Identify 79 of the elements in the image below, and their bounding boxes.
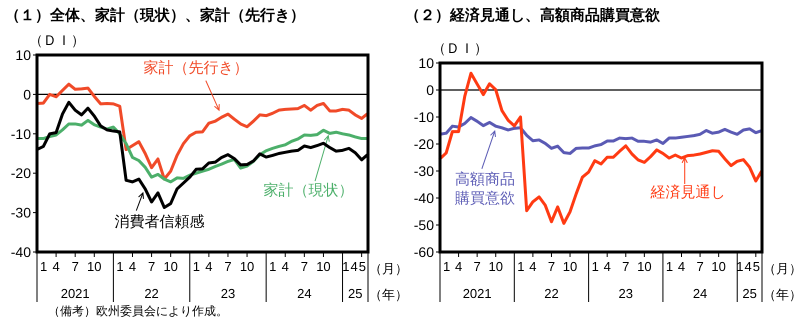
x-tick-label: 1 <box>443 259 450 274</box>
x-tick-label: 7 <box>696 259 704 274</box>
x-tick-label: 10 <box>163 259 178 274</box>
x2-tick-label: 23 <box>618 286 634 301</box>
x-tick-label: 4 <box>678 259 686 274</box>
x-tick-label: 1 <box>192 259 200 274</box>
x2-tick-label: 25 <box>742 286 757 301</box>
y-tick-label: 10 <box>15 47 32 63</box>
x-tick-label: 10 <box>87 259 102 274</box>
x-tick-label: 1 <box>736 259 744 274</box>
x-tick-label: 4 <box>128 259 136 274</box>
x-tick-label: 4 <box>282 259 289 274</box>
x-tick-label: 7 <box>224 259 232 274</box>
y-tick-label: -20 <box>10 165 32 182</box>
y-tick-label: -10 <box>414 109 434 125</box>
x-tick-label: 4 <box>454 259 462 274</box>
y-tick-label: 0 <box>23 86 32 102</box>
x-tick-label: 1 <box>269 259 276 274</box>
x2-tick-label: 2021 <box>60 286 90 301</box>
line-series <box>36 82 370 181</box>
y-tick-label: -40 <box>414 190 434 206</box>
y-tick-label: -30 <box>414 163 434 179</box>
series-label: 家計（現状） <box>263 182 354 199</box>
x-tick-label: 7 <box>148 259 156 274</box>
x-tick-label: 4 <box>604 259 611 274</box>
line-series <box>438 72 764 225</box>
x2-tick-label: 24 <box>692 286 708 301</box>
x2-axis-title: （年） <box>369 287 408 302</box>
x-tick-label: 4 <box>350 259 358 274</box>
x-tick-label: 4 <box>744 259 752 274</box>
x2-tick-label: 25 <box>348 286 363 301</box>
legend-label: 経済見通し <box>649 184 726 202</box>
y-tick-label: -10 <box>10 126 32 142</box>
x-tick-label: 4 <box>205 259 212 274</box>
x-tick-label: 7 <box>622 259 630 274</box>
x2-tick-label: 22 <box>544 286 559 301</box>
x-tick-label: 1 <box>592 259 599 274</box>
x-tick-label: 5 <box>358 259 366 274</box>
x-tick-label: 10 <box>488 259 503 274</box>
x2-axis-title: （年） <box>763 287 802 302</box>
text: 高額商品購買意欲 <box>455 170 516 207</box>
x-axis-title: （月） <box>763 261 802 276</box>
text: （備考）欧州委員会により作成。 <box>48 304 228 318</box>
x-tick-label: 10 <box>711 259 726 274</box>
y-tick-label: -50 <box>414 217 434 233</box>
y-tick-label: -20 <box>414 136 434 152</box>
y-tick-label: 0 <box>426 82 434 98</box>
chart-title: （２）経済見通し、高額商品購買意欲 <box>405 6 661 24</box>
x-tick-label: 1 <box>40 259 48 274</box>
x-tick-label: 7 <box>548 259 556 274</box>
x-tick-label: 7 <box>474 259 481 274</box>
x-tick-label: 7 <box>300 259 308 274</box>
x2-tick-label: 24 <box>297 286 312 301</box>
line-series <box>438 116 764 155</box>
x2-tick-label: 22 <box>144 286 159 301</box>
x-tick-label: 1 <box>116 259 124 274</box>
x-tick-label: 7 <box>72 259 79 274</box>
y-axis-title: （ＤＩ） <box>29 32 85 48</box>
x-tick-label: 1 <box>342 259 350 274</box>
y-tick-label: -30 <box>10 204 32 221</box>
x-tick-label: 1 <box>517 259 525 274</box>
x-axis-title: （月） <box>369 261 408 276</box>
y-tick-label: -40 <box>10 244 32 260</box>
x-tick-label: 10 <box>240 259 254 274</box>
x2-tick-label: 2021 <box>462 286 492 301</box>
x-tick-label: 10 <box>316 259 331 274</box>
x-tick-label: 4 <box>529 259 536 274</box>
x-tick-label: 4 <box>52 259 60 274</box>
x-tick-label: 10 <box>562 259 578 274</box>
text: 家計（先行き） <box>143 60 248 77</box>
legend-label: 消費者信頼感 <box>114 213 204 230</box>
y-tick-label: -60 <box>414 244 434 260</box>
y-axis-title: （ＤＩ） <box>432 40 488 56</box>
y-tick-label: 10 <box>418 55 434 71</box>
x-tick-label: 10 <box>637 259 652 274</box>
chart-title: （１）全体、家計（現状）、家計（先行き） <box>5 6 305 24</box>
x2-tick-label: 23 <box>220 286 236 301</box>
x-tick-label: 5 <box>752 259 760 274</box>
x-tick-label: 1 <box>666 259 674 274</box>
